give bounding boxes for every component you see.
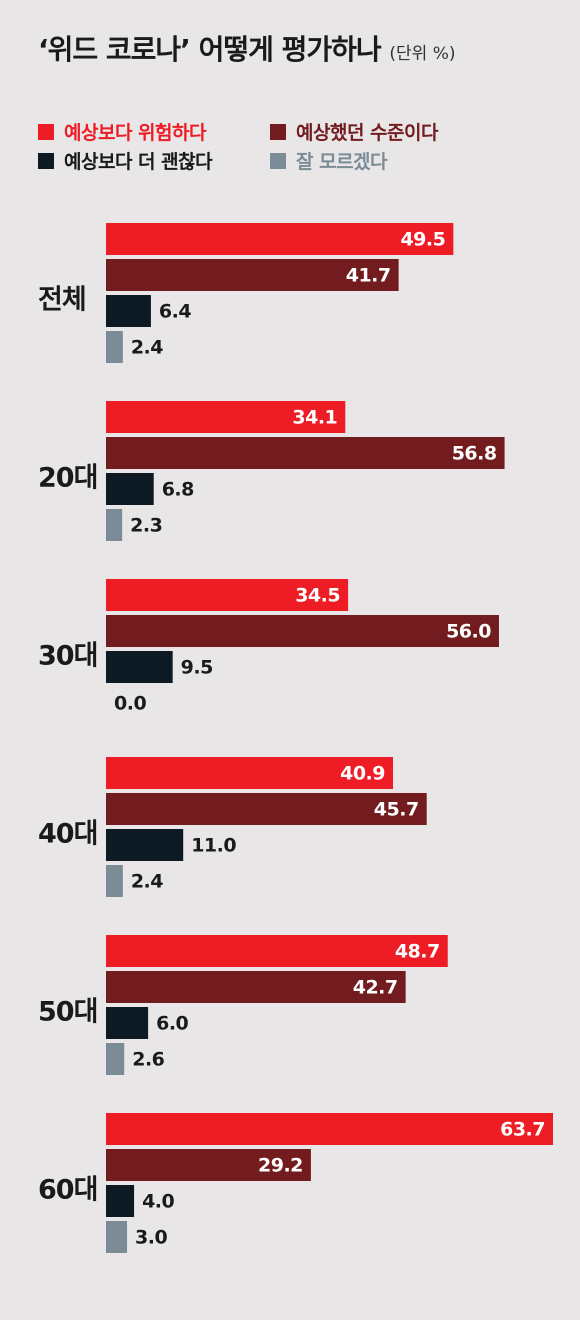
data-label: 2.4 — [131, 871, 163, 893]
legend-label-2: 예상했던 수준이다 — [296, 122, 438, 144]
bar — [106, 651, 173, 683]
legend-item-3: 예상보다 더 괜찮다 — [38, 147, 213, 174]
data-label: 42.7 — [353, 977, 398, 999]
bar — [106, 437, 505, 469]
data-label: 11.0 — [191, 835, 236, 857]
category-label: 30대 — [38, 641, 97, 672]
legend-swatch-2 — [270, 123, 286, 140]
legend-label-1: 예상보다 위험하다 — [64, 122, 206, 144]
chart-title: ‘위드 코로나’ 어떻게 평가하나 (단위 %) — [38, 28, 456, 68]
category-label: 전체 — [38, 285, 86, 316]
data-label: 6.0 — [156, 1013, 188, 1035]
data-label: 9.5 — [181, 657, 213, 679]
bar — [106, 757, 394, 789]
legend-swatch-4 — [270, 152, 286, 169]
data-label: 29.2 — [258, 1155, 303, 1177]
legend-swatch-1 — [38, 123, 54, 140]
bar — [106, 401, 346, 433]
data-label: 49.5 — [400, 229, 445, 251]
data-label: 2.4 — [131, 337, 163, 359]
legend-label-4: 잘 모르겠다 — [296, 151, 388, 173]
category-label: 50대 — [38, 997, 97, 1028]
data-label: 4.0 — [142, 1191, 174, 1213]
legend-item-2: 예상했던 수준이다 — [270, 118, 438, 145]
bar — [106, 615, 499, 647]
legend-swatch-3 — [38, 152, 54, 169]
data-label: 6.4 — [159, 301, 191, 323]
unit-label: (단위 %) — [389, 44, 456, 64]
data-label: 41.7 — [346, 265, 391, 287]
data-label: 0.0 — [114, 693, 146, 715]
chart-title-text: ‘위드 코로나’ 어떻게 평가하나 — [38, 33, 382, 66]
data-label: 56.8 — [452, 443, 497, 465]
data-label: 6.8 — [162, 479, 194, 501]
data-label: 56.0 — [446, 621, 491, 643]
data-label: 2.3 — [130, 515, 162, 537]
data-label: 2.6 — [132, 1049, 164, 1071]
category-label: 20대 — [38, 463, 97, 494]
bar — [106, 935, 448, 967]
bar — [106, 1007, 149, 1039]
category-label: 60대 — [38, 1175, 97, 1206]
bar — [106, 971, 406, 1003]
bar — [106, 1043, 125, 1075]
legend-item-1: 예상보다 위험하다 — [38, 118, 206, 145]
data-label: 3.0 — [135, 1227, 167, 1249]
data-label: 34.5 — [295, 585, 340, 607]
bar — [106, 223, 454, 255]
bar — [106, 829, 184, 861]
category-label: 40대 — [38, 819, 97, 850]
bar — [106, 259, 399, 291]
bar — [106, 331, 123, 363]
legend-label-3: 예상보다 더 괜찮다 — [64, 151, 213, 173]
data-label: 40.9 — [340, 763, 385, 785]
data-label: 48.7 — [395, 941, 440, 963]
legend-item-4: 잘 모르겠다 — [270, 147, 388, 174]
bar — [106, 473, 154, 505]
data-label: 34.1 — [292, 407, 337, 429]
bar — [106, 295, 151, 327]
bar — [106, 1113, 553, 1145]
bar — [106, 509, 123, 541]
bar — [106, 1185, 135, 1217]
data-label: 63.7 — [500, 1119, 545, 1141]
bar — [106, 1149, 311, 1181]
bar — [106, 579, 349, 611]
bar — [106, 793, 427, 825]
bar — [106, 865, 123, 897]
data-label: 45.7 — [374, 799, 419, 821]
bar — [106, 1221, 128, 1253]
